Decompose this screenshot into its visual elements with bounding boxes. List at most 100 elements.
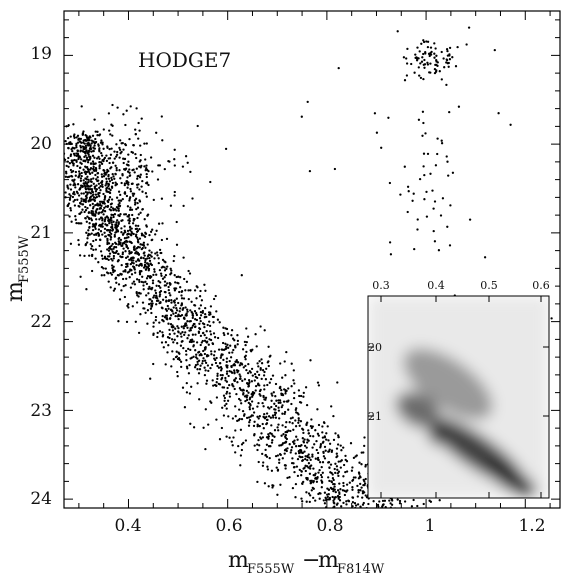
star-point (50, 161, 52, 163)
star-point (439, 214, 443, 217)
star-point (198, 307, 201, 310)
star-point (160, 341, 164, 344)
star-point (101, 219, 104, 222)
star-point (345, 460, 349, 463)
star-point (185, 353, 188, 356)
star-point (185, 312, 188, 315)
star-point (317, 384, 321, 387)
star-point (293, 382, 296, 385)
star-point (258, 360, 261, 363)
star-point (159, 281, 162, 284)
star-point (162, 346, 165, 349)
star-point (290, 446, 294, 449)
star-point (426, 40, 430, 43)
star-point (293, 470, 296, 474)
star-point (354, 455, 357, 458)
star-point (143, 218, 146, 221)
star-point (240, 274, 243, 277)
star-point (169, 323, 173, 326)
star-point (225, 372, 229, 375)
star-point (117, 207, 120, 210)
star-point (380, 146, 383, 149)
star-point (77, 176, 80, 179)
star-point (103, 210, 107, 213)
star-point (261, 369, 265, 372)
star-point (248, 418, 252, 422)
star-point (90, 150, 93, 153)
star-point (82, 130, 85, 133)
star-point (413, 247, 416, 251)
star-point (137, 291, 141, 295)
star-point (286, 476, 289, 480)
star-point (308, 456, 311, 459)
star-point (66, 175, 70, 179)
star-point (105, 180, 108, 183)
star-point (94, 213, 97, 216)
star-point (273, 408, 276, 411)
star-point (232, 348, 235, 352)
star-point (250, 367, 254, 371)
star-point (364, 463, 367, 467)
star-point (267, 435, 271, 438)
star-point (94, 248, 98, 251)
star-point (152, 273, 155, 277)
star-point (219, 369, 223, 372)
star-point (317, 423, 321, 427)
star-point (94, 257, 97, 260)
star-point (382, 503, 385, 506)
star-point (76, 134, 80, 137)
star-point (119, 177, 122, 180)
star-point (138, 271, 142, 274)
star-point (121, 251, 125, 254)
star-point (263, 370, 266, 374)
star-point (90, 188, 94, 191)
x-tick-label: 0.4 (114, 516, 141, 536)
star-point (413, 71, 416, 74)
star-point (247, 391, 250, 394)
star-point (102, 159, 105, 163)
star-point (127, 219, 130, 222)
star-point (264, 448, 267, 452)
star-point (221, 348, 224, 351)
star-point (93, 142, 96, 145)
star-point (356, 503, 360, 506)
star-point (211, 379, 214, 382)
star-point (128, 217, 131, 220)
star-point (201, 311, 204, 314)
star-point (227, 415, 230, 418)
star-point (163, 276, 166, 279)
x-axis-label: m F555W − m F814W (228, 548, 385, 577)
star-point (180, 294, 183, 297)
star-point (85, 134, 88, 138)
star-point (403, 500, 407, 503)
star-point (147, 269, 150, 272)
star-point (244, 364, 247, 368)
star-point (88, 222, 91, 225)
star-point (263, 329, 266, 332)
star-point (173, 332, 176, 335)
star-point (265, 422, 269, 425)
star-point (132, 259, 135, 262)
star-point (294, 452, 297, 455)
star-point (252, 411, 256, 414)
star-point (75, 190, 79, 193)
star-point (69, 141, 72, 144)
star-point (434, 164, 438, 167)
star-point (238, 373, 241, 376)
star-point (110, 257, 113, 261)
star-point (254, 333, 257, 336)
star-point (315, 480, 319, 483)
star-point (111, 207, 115, 210)
star-point (122, 270, 125, 273)
star-point (419, 509, 421, 511)
star-point (203, 366, 206, 369)
star-point (84, 209, 88, 212)
star-point (112, 220, 115, 223)
star-point (262, 395, 265, 399)
star-point (422, 52, 425, 56)
star-point (140, 270, 143, 273)
star-point (297, 389, 301, 392)
star-point (91, 160, 95, 163)
star-point (266, 468, 270, 471)
x-tick-labels: 0.4 0.6 0.8 1 1.2 (114, 516, 545, 536)
